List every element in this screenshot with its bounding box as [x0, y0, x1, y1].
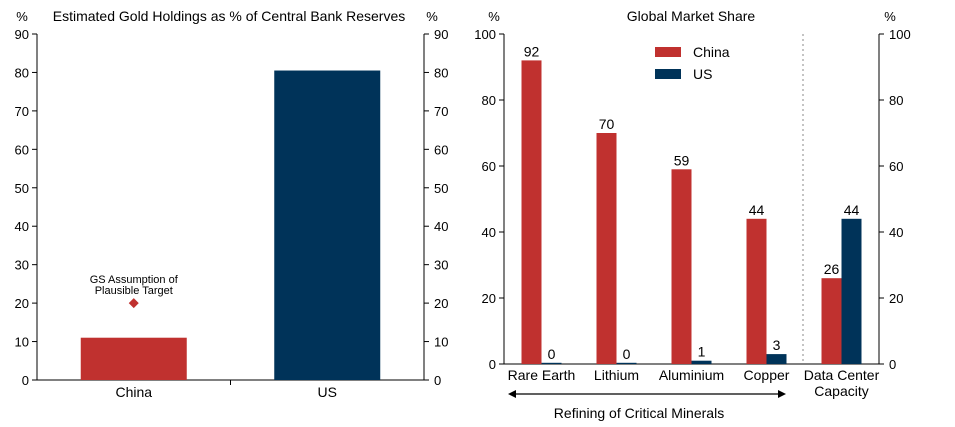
bar-china-1 [596, 133, 617, 364]
left-chart-ytick-label-left: 0 [22, 373, 29, 388]
left-chart-ytick-label-right: 90 [434, 27, 448, 42]
left-chart-ytick-label-left: 40 [15, 219, 29, 234]
left-chart-ytick-label-left: 90 [15, 27, 29, 42]
bar-us-1 [616, 362, 637, 364]
right-chart-title: Global Market Share [627, 8, 756, 24]
legend-label-china: China [693, 44, 730, 60]
group-label: Refining of Critical Minerals [554, 405, 724, 421]
left-chart-ytick-label-right: 10 [434, 335, 448, 350]
bar-china-3 [746, 218, 767, 364]
left-chart-ytick-label-left: 10 [15, 335, 29, 350]
right-chart-ytick-label-left: 40 [482, 225, 496, 240]
left-chart-ytick-label-left: 20 [15, 296, 29, 311]
data-label-us: 1 [698, 344, 706, 360]
right-chart-ytick-label-right: 40 [889, 225, 903, 240]
legend-label-us: US [693, 66, 712, 82]
target-marker-label-line2: Plausible Target [95, 285, 173, 297]
target-marker [128, 298, 139, 309]
data-label-china: 59 [674, 152, 690, 168]
data-label-china: 26 [824, 261, 840, 277]
left-chart-ytick-label-right: 30 [434, 258, 448, 273]
right-chart-ytick-label-left: 100 [474, 27, 496, 42]
right-category-label: Data Center [804, 367, 880, 383]
bar-us-3 [766, 354, 787, 364]
data-label-china: 92 [524, 43, 540, 59]
left-chart-ytick-label-left: 60 [15, 142, 29, 157]
left-chart-ytick-label-right: 40 [434, 219, 448, 234]
group-bracket-right-arrow [778, 390, 786, 398]
bar-china-4 [821, 278, 842, 364]
left-chart: Estimated Gold Holdings as % of Central … [15, 8, 449, 400]
group-bracket-left-arrow [508, 390, 516, 398]
bar-china-2 [671, 169, 692, 364]
left-chart-ytick-label-right: 0 [434, 373, 441, 388]
data-label-us: 0 [548, 346, 556, 362]
right-category-label: Aluminium [659, 367, 724, 383]
legend-swatch-us [655, 69, 681, 79]
right-chart-ytick-label-left: 60 [482, 159, 496, 174]
left-chart-left-unit: % [16, 9, 28, 24]
right-chart-ytick-label-right: 0 [889, 357, 896, 372]
left-chart-ytick-label-right: 50 [434, 181, 448, 196]
left-chart-ytick-label-left: 70 [15, 104, 29, 119]
left-category-label: US [318, 384, 337, 400]
right-chart-left-unit: % [488, 9, 500, 24]
left-chart-ytick-label-right: 70 [434, 104, 448, 119]
left-chart-ytick-label-right: 80 [434, 65, 448, 80]
data-label-china: 70 [599, 116, 615, 132]
bar-us-2 [691, 360, 712, 364]
left-bar-us [274, 70, 381, 381]
data-label-us: 0 [623, 346, 631, 362]
legend: China US [655, 44, 730, 82]
left-chart-ytick-label-right: 60 [434, 142, 448, 157]
right-chart-ytick-label-right: 20 [889, 291, 903, 306]
data-label-us: 44 [844, 202, 860, 218]
right-category-label: Rare Earth [508, 367, 576, 383]
left-chart-ytick-label-left: 80 [15, 65, 29, 80]
right-chart-right-unit: % [884, 9, 896, 24]
right-chart-ytick-label-right: 100 [889, 27, 911, 42]
right-chart-ytick-label-left: 80 [482, 93, 496, 108]
legend-swatch-china [655, 47, 681, 57]
left-chart-right-unit: % [426, 9, 438, 24]
bar-china-0 [521, 60, 542, 365]
right-chart-ytick-label-right: 60 [889, 159, 903, 174]
left-chart-title: Estimated Gold Holdings as % of Central … [53, 8, 406, 24]
left-chart-ytick-label-left: 30 [15, 258, 29, 273]
target-marker-label-line1: GS Assumption of [90, 274, 179, 286]
right-chart-ytick-label-left: 0 [489, 357, 496, 372]
left-chart-ytick-label-left: 50 [15, 181, 29, 196]
right-category-label: Lithium [594, 367, 639, 383]
group-bracket: Refining of Critical Minerals [508, 390, 786, 421]
right-chart: Global Market Share % % 0 0 20 20 40 40 60 60 80… [474, 8, 910, 421]
bar-us-0 [541, 362, 562, 364]
left-bar-china [80, 337, 187, 380]
right-category-label: Copper [744, 367, 790, 383]
right-category-label-line2: Capacity [814, 383, 868, 399]
right-chart-ytick-label-left: 20 [482, 291, 496, 306]
data-label-china: 44 [749, 202, 765, 218]
left-chart-ytick-label-right: 20 [434, 296, 448, 311]
data-label-us: 3 [773, 337, 781, 353]
right-chart-ytick-label-right: 80 [889, 93, 903, 108]
left-category-label: China [115, 384, 152, 400]
bar-us-4 [841, 218, 862, 364]
